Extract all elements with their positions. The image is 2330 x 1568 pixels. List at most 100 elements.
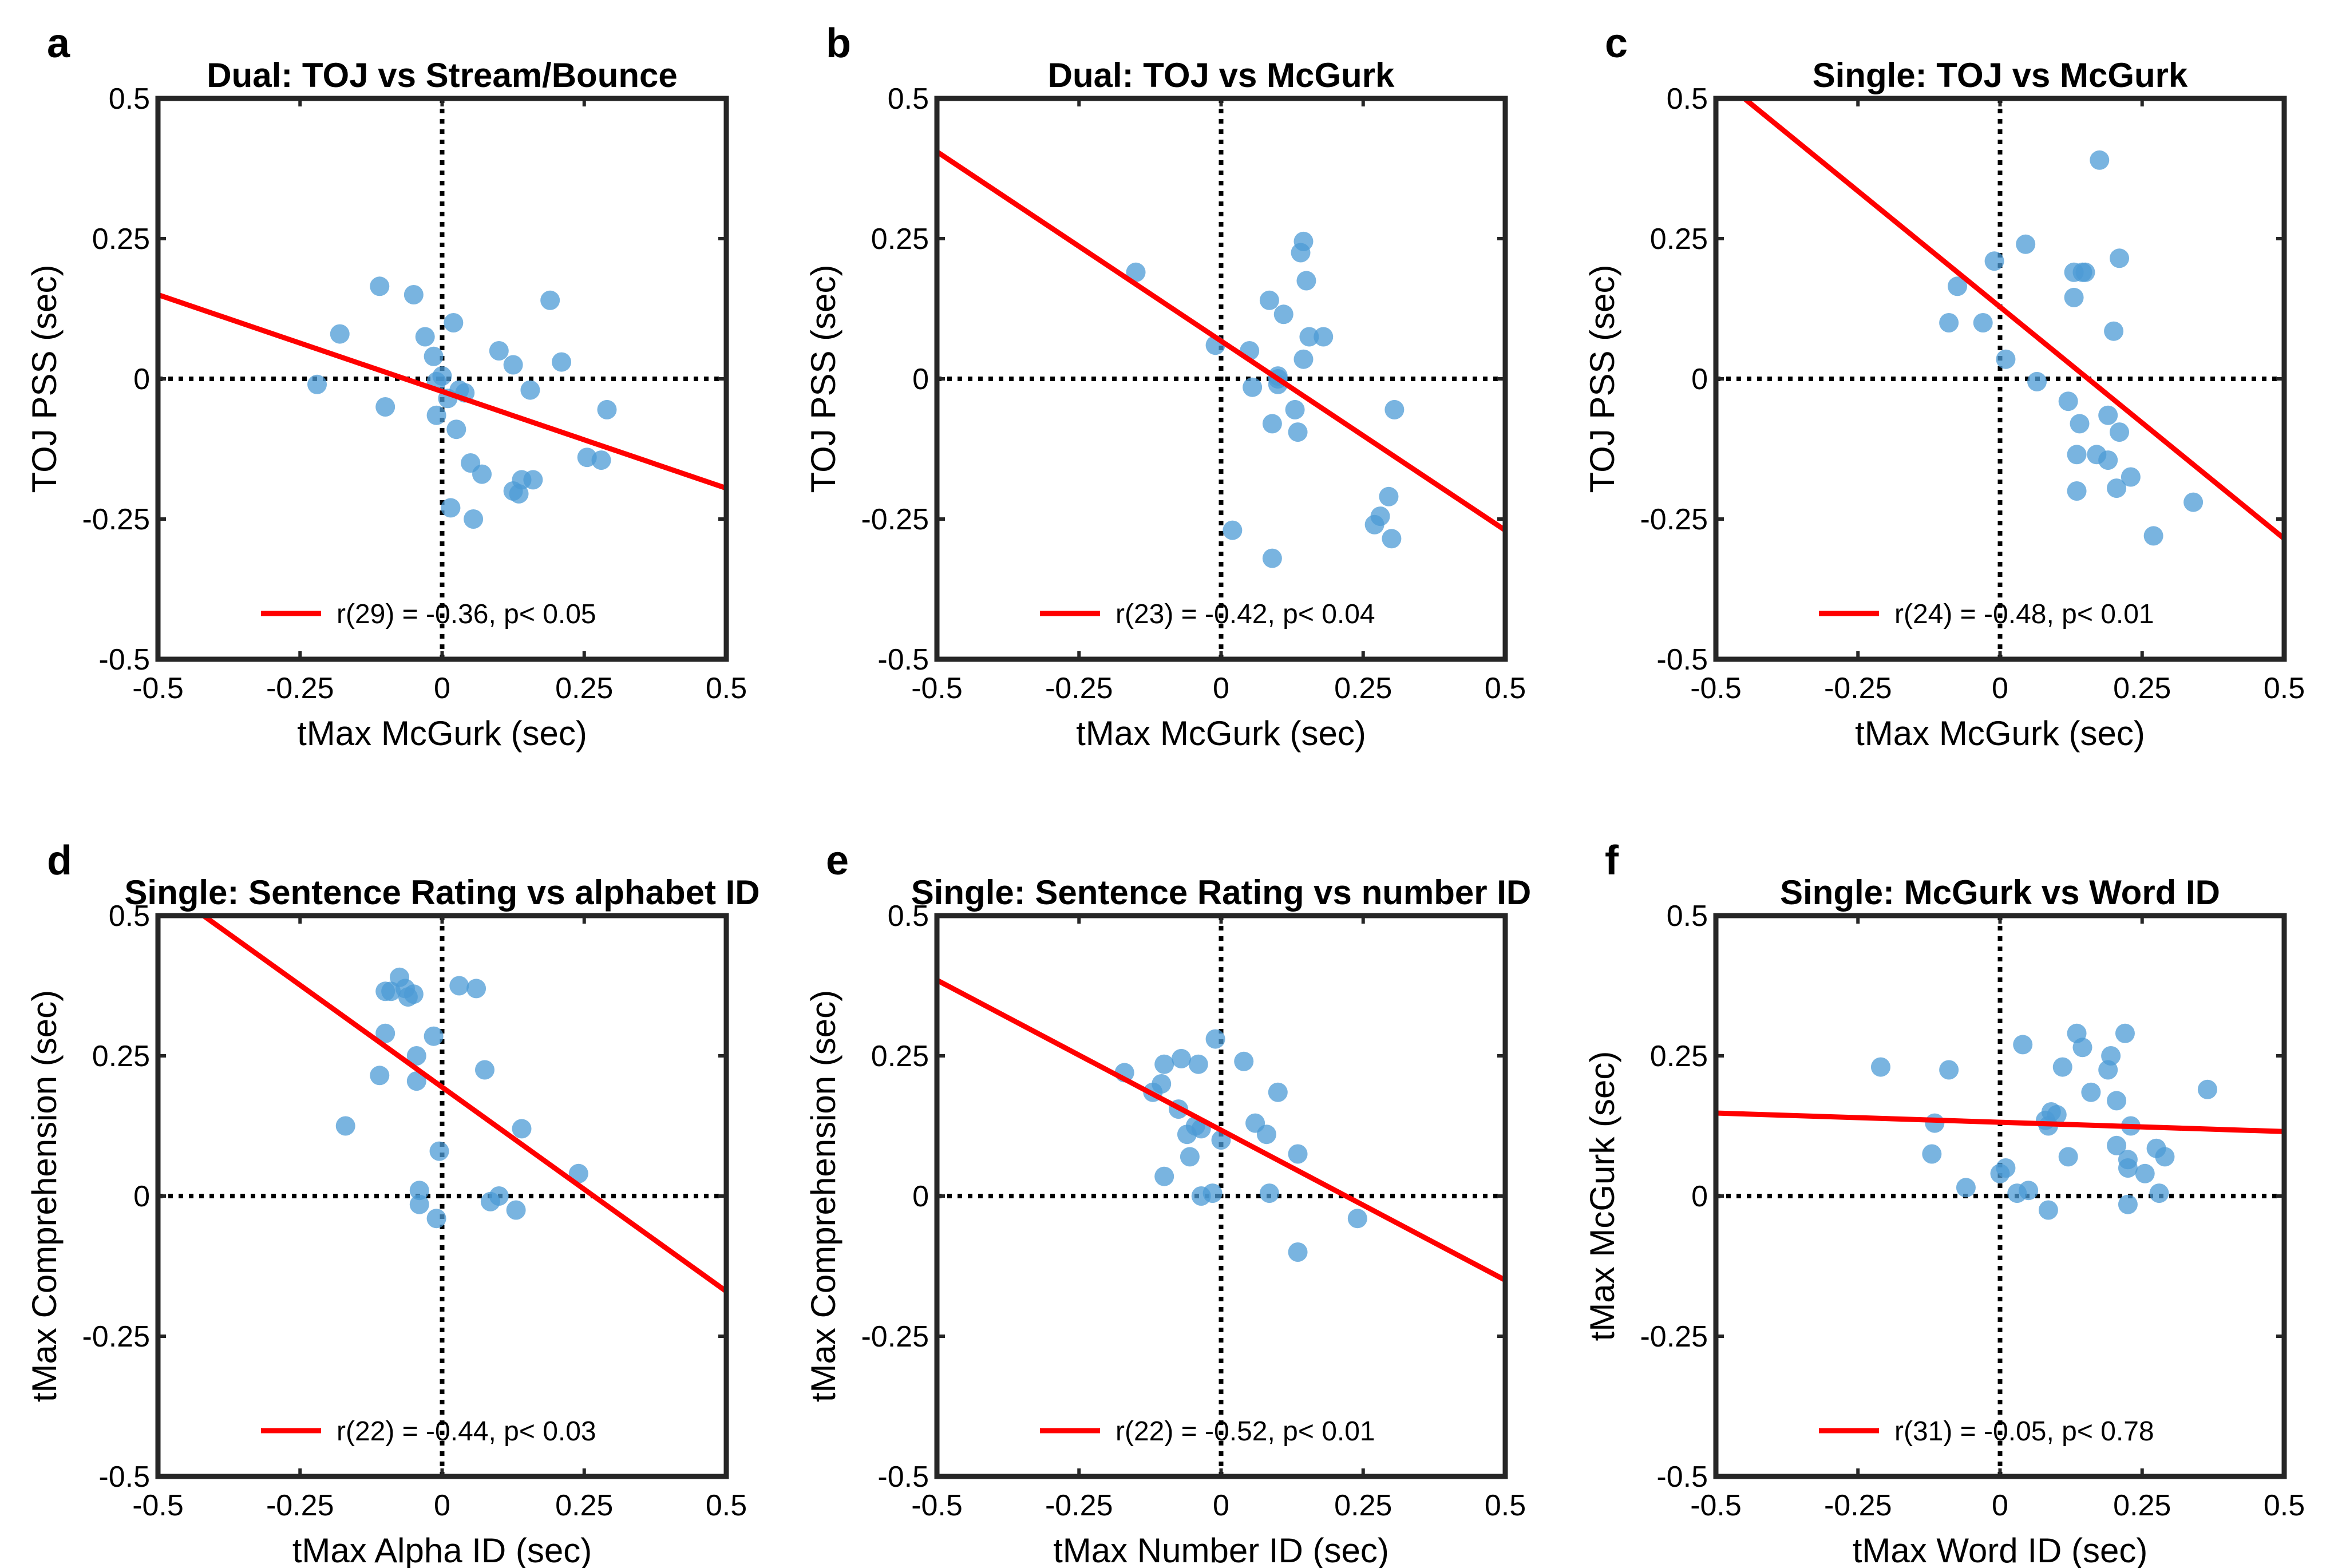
data-point bbox=[1299, 327, 1319, 347]
data-points bbox=[307, 276, 617, 529]
chart-title: Single: McGurk vs Word ID bbox=[1780, 873, 2220, 912]
x-tick-label: 0.25 bbox=[555, 672, 613, 705]
data-point bbox=[2098, 450, 2118, 470]
data-point bbox=[2107, 1135, 2127, 1155]
y-axis-label: TOJ PSS (sec) bbox=[25, 265, 64, 493]
y-tick-label: 0.25 bbox=[871, 1040, 929, 1073]
y-tick-label: 0.5 bbox=[109, 900, 150, 933]
data-point bbox=[1126, 262, 1146, 282]
data-point bbox=[466, 979, 486, 999]
data-point bbox=[1296, 271, 1316, 291]
data-point bbox=[424, 346, 444, 366]
y-tick-label: 0 bbox=[1691, 363, 1708, 396]
data-point bbox=[2121, 467, 2141, 487]
data-point bbox=[2090, 150, 2110, 170]
x-axis-label: tMax Number ID (sec) bbox=[1053, 1531, 1389, 1568]
data-point bbox=[2118, 1158, 2138, 1178]
y-tick-label: -0.5 bbox=[98, 643, 150, 676]
x-tick-label: -0.5 bbox=[911, 672, 963, 705]
data-point bbox=[1171, 1048, 1191, 1068]
x-tick-label: -0.25 bbox=[266, 672, 334, 705]
data-point bbox=[552, 352, 572, 372]
data-point bbox=[568, 1163, 588, 1183]
data-point bbox=[330, 324, 350, 344]
chart-title: Dual: TOJ vs Stream/Bounce bbox=[207, 56, 677, 94]
data-point bbox=[1243, 377, 1263, 397]
y-tick-label: 0 bbox=[133, 1180, 150, 1213]
data-points bbox=[1126, 231, 1405, 568]
x-tick-label: 0.5 bbox=[706, 672, 747, 705]
y-tick-label: -0.25 bbox=[1640, 1320, 1708, 1353]
data-point bbox=[2067, 445, 2087, 465]
data-point bbox=[2197, 1079, 2217, 1099]
x-tick-label: -0.5 bbox=[1690, 672, 1742, 705]
data-point bbox=[520, 380, 540, 400]
data-point bbox=[1384, 399, 1405, 419]
data-point bbox=[1273, 304, 1293, 324]
y-tick-label: -0.5 bbox=[1656, 1460, 1708, 1494]
data-point bbox=[1180, 1147, 1200, 1167]
x-axis-label: tMax McGurk (sec) bbox=[1076, 714, 1366, 753]
panel-f: f Single: McGurk vs Word ID -0.5 -0.25 0 0.25… bbox=[1583, 838, 2305, 1568]
x-tick-label: 0 bbox=[434, 1489, 450, 1522]
data-point bbox=[2155, 1147, 2175, 1167]
data-point bbox=[2016, 234, 2036, 254]
data-point bbox=[1288, 1242, 1308, 1262]
data-point bbox=[2038, 1200, 2058, 1220]
chart-title: Single: Sentence Rating vs number ID bbox=[911, 873, 1532, 912]
data-point bbox=[424, 1026, 444, 1046]
legend-label: r(22) = -0.52, p< 0.01 bbox=[1115, 1416, 1375, 1447]
data-point bbox=[509, 484, 529, 504]
y-tick-label: 0 bbox=[912, 363, 929, 396]
panel-b: b Dual: TOJ vs McGurk -0.5 -0.25 0 0.25 0.5 -0.… bbox=[804, 21, 1526, 753]
data-point bbox=[2135, 1163, 2155, 1183]
data-point bbox=[1939, 1060, 1959, 1080]
data-point bbox=[404, 285, 424, 304]
data-point bbox=[464, 509, 484, 529]
y-axis-label: tMax Comprehension (sec) bbox=[25, 990, 64, 1402]
data-point bbox=[2183, 492, 2204, 512]
data-point bbox=[2052, 1057, 2072, 1077]
panel-letter: f bbox=[1605, 838, 1619, 884]
data-point bbox=[370, 276, 390, 296]
data-point bbox=[1973, 313, 1993, 332]
data-points bbox=[1870, 1023, 2217, 1220]
x-tick-label: -0.5 bbox=[911, 1489, 963, 1522]
x-tick-label: 0.25 bbox=[2113, 672, 2171, 705]
x-tick-label: 0 bbox=[1213, 1489, 1229, 1522]
data-point bbox=[2064, 287, 2084, 307]
data-point bbox=[1152, 1074, 1172, 1094]
regression-line bbox=[201, 916, 726, 1294]
x-tick-label: 0.25 bbox=[1334, 1489, 1392, 1522]
x-tick-label: -0.25 bbox=[1824, 672, 1892, 705]
data-point bbox=[2027, 371, 2047, 391]
x-tick-label: 0.5 bbox=[1485, 672, 1526, 705]
chart-title: Single: TOJ vs McGurk bbox=[1813, 56, 2188, 94]
data-point bbox=[1382, 529, 1402, 549]
data-point bbox=[444, 313, 464, 332]
legend-label: r(22) = -0.44, p< 0.03 bbox=[337, 1416, 596, 1447]
regression-line bbox=[158, 292, 726, 491]
data-point bbox=[2107, 478, 2127, 498]
regression-line bbox=[1716, 1110, 2284, 1134]
x-tick-label: -0.5 bbox=[132, 1489, 184, 1522]
data-point bbox=[1948, 276, 1968, 296]
x-tick-label: -0.5 bbox=[132, 672, 184, 705]
data-point bbox=[1347, 1209, 1367, 1229]
data-point bbox=[512, 1119, 532, 1139]
data-point bbox=[2047, 1104, 2067, 1124]
data-point bbox=[1939, 313, 1959, 332]
panel-letter: a bbox=[47, 21, 70, 66]
data-point bbox=[503, 355, 523, 375]
y-tick-label: -0.5 bbox=[877, 1460, 929, 1494]
data-point bbox=[370, 1066, 390, 1086]
x-tick-label: 0 bbox=[1992, 672, 2008, 705]
x-tick-label: 0.25 bbox=[1334, 672, 1392, 705]
data-point bbox=[429, 1141, 449, 1161]
data-point bbox=[1379, 486, 1399, 506]
y-tick-label: 0 bbox=[912, 1180, 929, 1213]
data-point bbox=[1234, 1051, 1254, 1071]
chart-title: Dual: TOJ vs McGurk bbox=[1048, 56, 1395, 94]
data-point bbox=[1314, 327, 1334, 347]
